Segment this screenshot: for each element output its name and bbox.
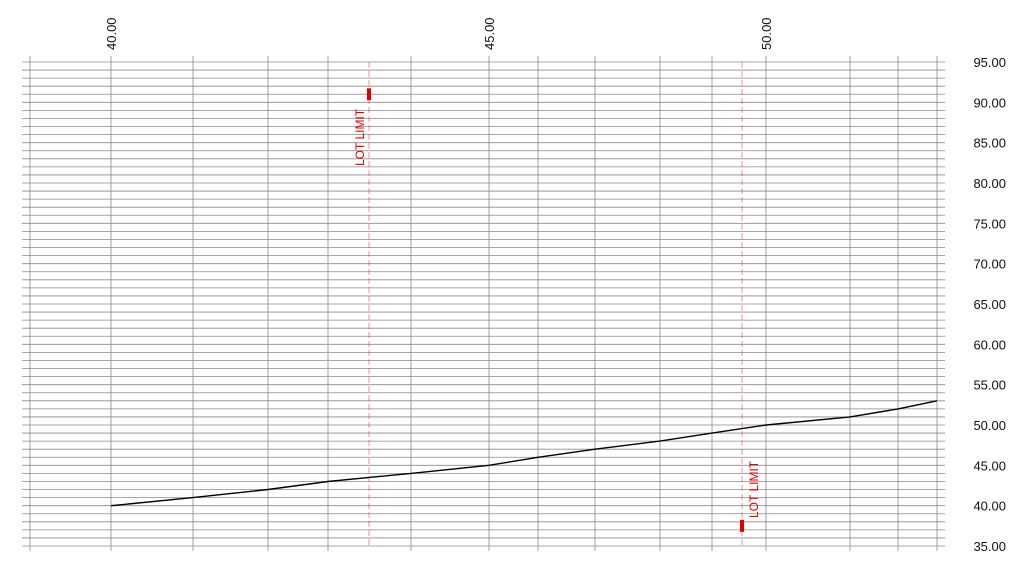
top-labels: 40.00 45.00 50.00 [104,17,774,50]
y-tick-label: 75.00 [973,216,1006,231]
y-tick-label: 60.00 [973,337,1006,352]
lot-limits: LOT LIMIT LOT LIMIT [353,62,761,546]
y-tick-label: 95.00 [973,55,1006,70]
lot-limit-label: LOT LIMIT [747,460,761,518]
grid [22,56,945,551]
y-tick-label: 40.00 [973,499,1006,514]
y-tick-label: 55.00 [973,378,1006,393]
y-axis: 35.00 40.00 45.00 50.00 55.00 60.00 65.00 70.00… [973,55,1006,554]
top-elevation-label: 45.00 [482,17,497,50]
y-tick-label: 35.00 [973,539,1006,554]
y-tick-label: 85.00 [973,136,1006,151]
profile-line [110,400,938,507]
top-elevation-label: 50.00 [759,17,774,50]
y-tick-label: 45.00 [973,458,1006,473]
profile-line-group [110,400,938,507]
y-tick-label: 70.00 [973,257,1006,272]
lot-limit-label: LOT LIMIT [353,108,367,166]
lot-limit-marker [367,88,371,101]
y-tick-label: 80.00 [973,176,1006,191]
y-tick-label: 90.00 [973,95,1006,110]
top-elevation-label: 40.00 [104,17,119,50]
y-tick-label: 50.00 [973,418,1006,433]
lot-limit-marker [740,519,744,532]
y-tick-label: 65.00 [973,297,1006,312]
